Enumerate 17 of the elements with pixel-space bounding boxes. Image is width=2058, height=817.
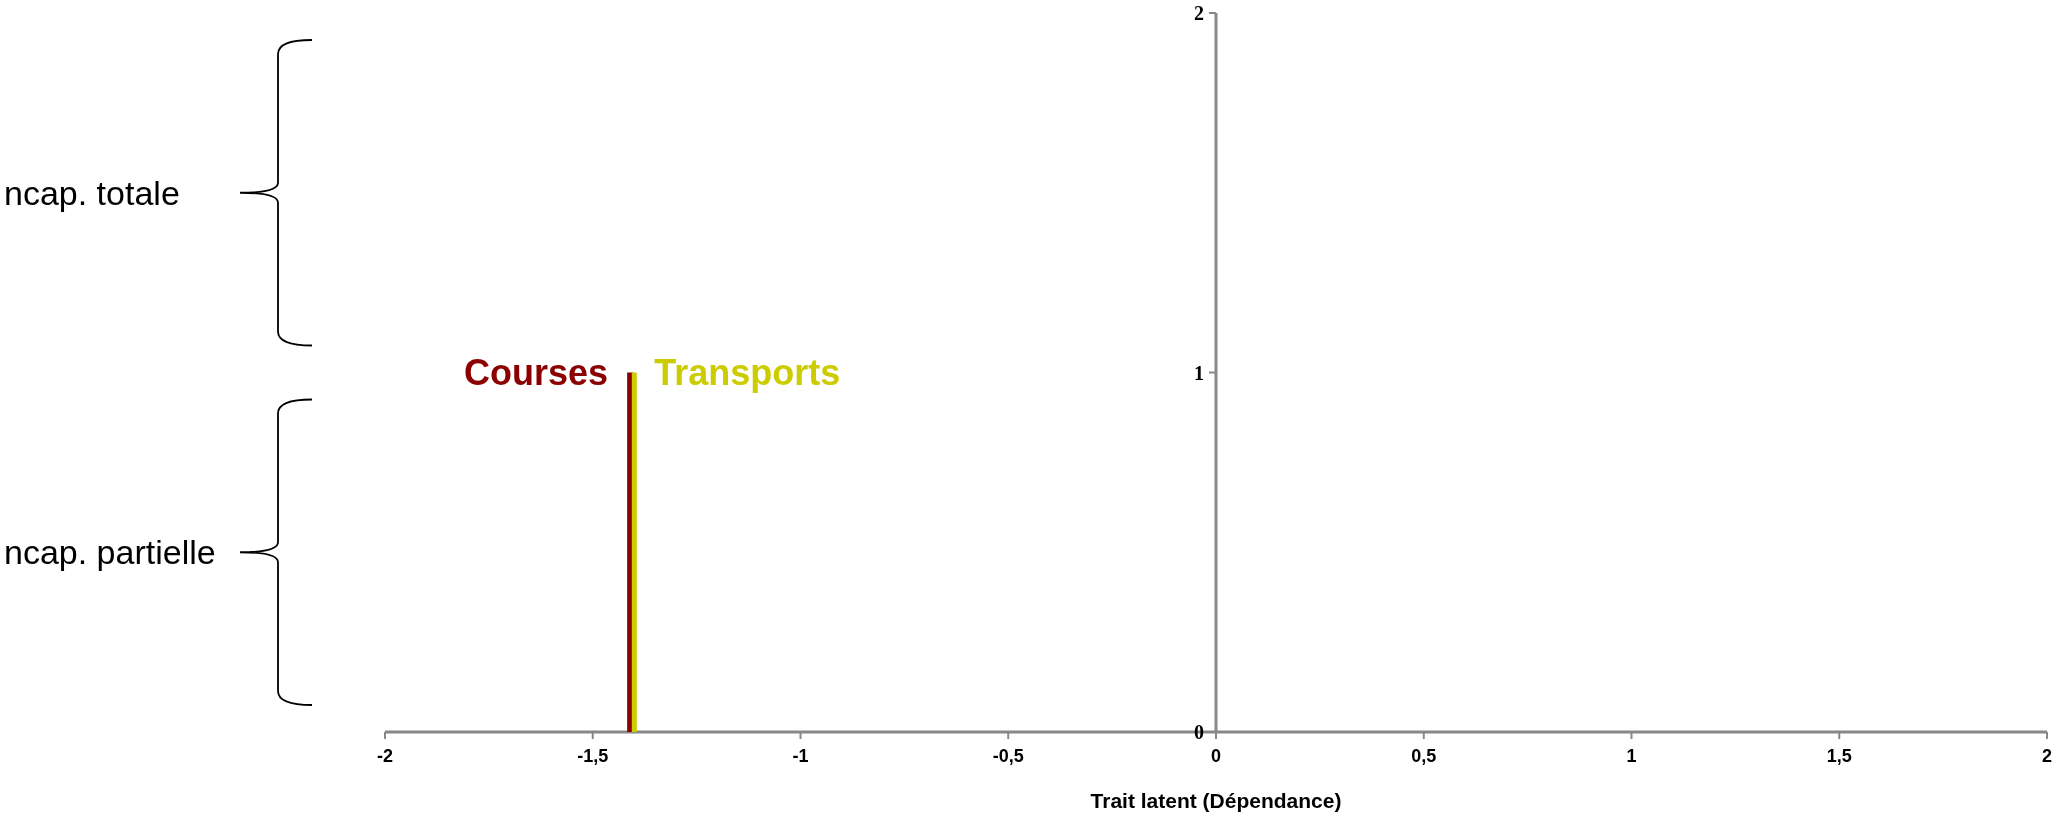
text: ncap. totale [4, 173, 180, 212]
y-tick-label: 1 [1194, 361, 1204, 384]
x-tick-label: 1,5 [1826, 746, 1852, 766]
series-label: Courses [464, 351, 609, 393]
x-tick-label: -0,5 [992, 746, 1024, 766]
x-tick-label: 1 [1626, 746, 1637, 766]
x-tick-label: 0,5 [1411, 746, 1437, 766]
x-tick-label: -1 [792, 746, 809, 766]
x-tick-label: 0 [1210, 746, 1222, 766]
x-tick-label: 2 [2041, 746, 2053, 766]
text: ncap. partielle [4, 533, 216, 572]
x-tick-label: -1,5 [577, 746, 609, 766]
series-label: Transports [654, 351, 841, 393]
x-axis-title: Trait latent (Dépendance) [1090, 789, 1342, 812]
y-tick-label: 2 [1194, 2, 1204, 24]
x-tick-label: -2 [376, 746, 394, 766]
y-tick-label: 0 [1194, 721, 1204, 743]
